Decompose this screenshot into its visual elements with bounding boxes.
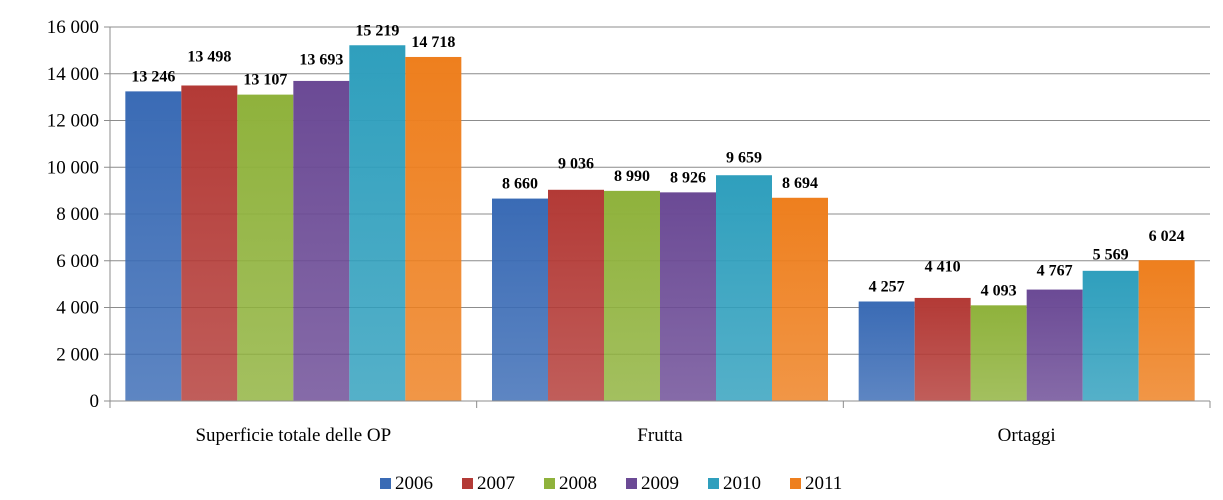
bar-2008-1 bbox=[604, 190, 660, 401]
data-label-2006-1: 8 660 bbox=[502, 176, 538, 193]
bar-2009-2 bbox=[1026, 289, 1083, 401]
y-tick-label: 4 000 bbox=[56, 298, 99, 319]
data-label-2007-2: 4 410 bbox=[925, 258, 961, 275]
data-label-2008-2: 4 093 bbox=[981, 282, 1017, 299]
bar-2007-1 bbox=[548, 189, 604, 401]
category-label-1: Frutta bbox=[637, 425, 683, 446]
y-tick-label: 16 000 bbox=[47, 17, 99, 38]
y-tick-label: 0 bbox=[90, 391, 100, 412]
data-label-2011-0: 14 718 bbox=[411, 34, 455, 51]
data-label-2009-2: 4 767 bbox=[1037, 262, 1073, 279]
y-tick-label: 10 000 bbox=[47, 157, 99, 178]
bar-2010-2 bbox=[1082, 270, 1139, 401]
legend: 2006 2007 2008 2009 2010 2011 bbox=[380, 473, 842, 494]
bar-2009-1 bbox=[660, 192, 716, 401]
data-label-2009-0: 13 693 bbox=[299, 52, 343, 69]
y-tick-label: 12 000 bbox=[47, 111, 99, 132]
data-label-2007-1: 9 036 bbox=[558, 156, 594, 173]
legend-swatch-2009 bbox=[626, 478, 637, 489]
bar-2006-0 bbox=[125, 91, 182, 401]
legend-swatch-2008 bbox=[544, 478, 555, 489]
bar-2006-1 bbox=[492, 198, 548, 401]
data-label-2010-2: 5 569 bbox=[1093, 247, 1129, 264]
category-label-0: Superficie totale delle OP bbox=[195, 425, 391, 446]
bar-2010-1 bbox=[716, 175, 772, 401]
legend-label-2011: 2011 bbox=[805, 473, 842, 494]
legend-swatch-2006 bbox=[380, 478, 391, 489]
data-label-2010-1: 9 659 bbox=[726, 149, 762, 166]
bar-2009-0 bbox=[293, 80, 350, 402]
data-label-2006-2: 4 257 bbox=[869, 278, 905, 295]
bar-2006-2 bbox=[858, 301, 915, 401]
data-labels: 13 246 13 498 13 107 13 693 15 219 14 718 8 66… bbox=[131, 22, 1184, 299]
y-tick-label: 14 000 bbox=[47, 64, 99, 85]
data-label-2008-1: 8 990 bbox=[614, 168, 650, 185]
data-label-2011-1: 8 694 bbox=[782, 175, 818, 192]
y-tick-label: 8 000 bbox=[56, 204, 99, 225]
legend-label-2007: 2007 bbox=[477, 473, 515, 494]
y-tick-label: 2 000 bbox=[56, 344, 99, 365]
x-axis-categories: Superficie totale delle OP Frutta Ortaggi bbox=[195, 425, 1055, 446]
data-label-2010-0: 15 219 bbox=[355, 22, 399, 39]
legend-label-2006: 2006 bbox=[395, 473, 433, 494]
y-tick-label: 6 000 bbox=[56, 251, 99, 272]
legend-label-2009: 2009 bbox=[641, 473, 679, 494]
bar-2011-1 bbox=[772, 197, 828, 401]
bar-2007-0 bbox=[181, 85, 238, 401]
data-label-2007-0: 13 498 bbox=[187, 48, 231, 65]
legend-label-2010: 2010 bbox=[723, 473, 761, 494]
data-label-2008-0: 13 107 bbox=[243, 72, 287, 89]
data-label-2011-2: 6 024 bbox=[1149, 228, 1185, 245]
y-axis-ticks: 0 2 000 4 000 6 000 8 000 10 000 12 000 14 000 1… bbox=[47, 17, 110, 412]
bar-2010-0 bbox=[349, 45, 406, 402]
bar-2011-2 bbox=[1138, 260, 1195, 401]
category-label-2: Ortaggi bbox=[998, 425, 1056, 446]
bar-2011-0 bbox=[405, 56, 462, 402]
bar-2008-2 bbox=[970, 305, 1027, 401]
bar-2008-0 bbox=[237, 94, 294, 402]
legend-swatch-2010 bbox=[708, 478, 719, 489]
bar-2007-2 bbox=[914, 297, 971, 401]
legend-swatch-2011 bbox=[790, 478, 801, 489]
data-label-2009-1: 8 926 bbox=[670, 169, 706, 186]
data-label-2006-0: 13 246 bbox=[131, 68, 175, 85]
bars bbox=[125, 45, 1195, 402]
legend-swatch-2007 bbox=[462, 478, 473, 489]
legend-label-2008: 2008 bbox=[559, 473, 597, 494]
